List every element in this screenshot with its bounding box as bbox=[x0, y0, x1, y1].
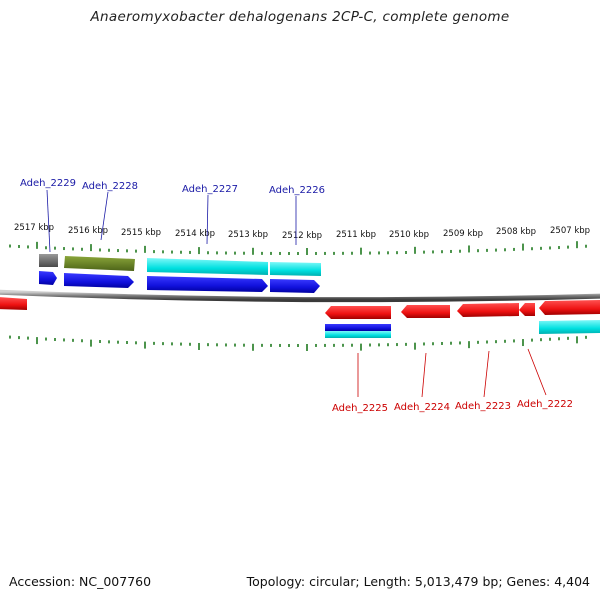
scale-label: 2516 kbp bbox=[68, 226, 108, 236]
gene-labels-bottom: Adeh_2225 Adeh_2224 Adeh_2223 Adeh_2222 bbox=[332, 348, 573, 414]
gene-label-adeh-2222[interactable]: Adeh_2222 bbox=[517, 399, 573, 410]
cds-olive[interactable] bbox=[64, 256, 135, 271]
cds-blue-arrow-2228[interactable] bbox=[64, 273, 134, 288]
cds-blue-arrow-2226[interactable] bbox=[270, 279, 320, 293]
cds-red-arrow-2222a[interactable] bbox=[519, 303, 535, 316]
cds-red-arrow-2225[interactable] bbox=[325, 306, 391, 319]
gene-label-adeh-2223[interactable]: Adeh_2223 bbox=[455, 401, 511, 412]
cds-blue-arrow-2227[interactable] bbox=[147, 276, 268, 292]
cds-blue-arrow-2229[interactable] bbox=[39, 271, 57, 285]
scale-label: 2512 kbp bbox=[282, 231, 322, 241]
cds-red-arrow-2222[interactable] bbox=[539, 300, 600, 315]
tick-row-bottom bbox=[9, 335, 587, 351]
scale-label: 2508 kbp bbox=[496, 227, 536, 237]
scale-label: 2517 kbp bbox=[14, 223, 54, 233]
scale-label: 2509 kbp bbox=[443, 229, 483, 239]
cds-red-arrow-2224[interactable] bbox=[401, 305, 450, 318]
scale-label: 2515 kbp bbox=[121, 228, 161, 238]
genome-axis bbox=[0, 289, 600, 303]
scale-label: 2510 kbp bbox=[389, 230, 429, 240]
cds-cyan-2227[interactable] bbox=[147, 258, 268, 275]
cds-blue-lower[interactable] bbox=[325, 324, 391, 331]
genome-summary-text: Topology: circular; Length: 5,013,479 bp… bbox=[246, 574, 590, 589]
gene-label-adeh-2226[interactable]: Adeh_2226 bbox=[269, 185, 325, 196]
cds-red-left-edge[interactable] bbox=[0, 297, 27, 310]
gene-labels-top: Adeh_2229 Adeh_2228 Adeh_2227 Adeh_2226 bbox=[20, 178, 325, 253]
accession-text: Accession: NC_007760 bbox=[9, 574, 152, 589]
gene-label-adeh-2229[interactable]: Adeh_2229 bbox=[20, 178, 76, 189]
tick-row-top bbox=[9, 241, 587, 255]
cds-gray[interactable] bbox=[39, 254, 58, 267]
gene-label-adeh-2225[interactable]: Adeh_2225 bbox=[332, 403, 388, 414]
scale-labels: 2517 kbp 2516 kbp 2515 kbp 2514 kbp 2513… bbox=[14, 223, 590, 241]
genome-title: Anaeromyxobacter dehalogenans 2CP-C, com… bbox=[90, 9, 510, 25]
scale-label: 2514 kbp bbox=[175, 229, 215, 239]
cds-red-arrow-2223[interactable] bbox=[457, 303, 519, 317]
cds-cyan-right-edge[interactable] bbox=[539, 320, 600, 334]
cds-cyan-lower[interactable] bbox=[325, 331, 391, 338]
scale-label: 2507 kbp bbox=[550, 226, 590, 236]
scale-label: 2511 kbp bbox=[336, 230, 376, 240]
gene-label-adeh-2228[interactable]: Adeh_2228 bbox=[82, 181, 138, 192]
scale-label: 2513 kbp bbox=[228, 230, 268, 240]
gene-label-adeh-2227[interactable]: Adeh_2227 bbox=[182, 184, 238, 195]
gene-label-adeh-2224[interactable]: Adeh_2224 bbox=[394, 402, 450, 413]
cds-cyan-2226[interactable] bbox=[270, 262, 321, 276]
